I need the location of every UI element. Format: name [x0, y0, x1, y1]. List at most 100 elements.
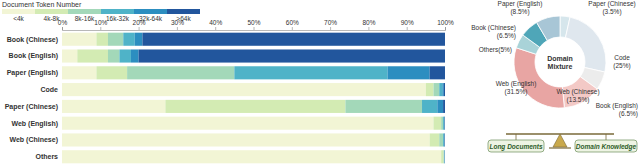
- bar-segment: [234, 66, 387, 79]
- slice-name: Book (English): [596, 102, 638, 110]
- bar-segment: [437, 100, 443, 113]
- legend-swatch: [101, 9, 134, 14]
- bar-segment: [426, 83, 434, 96]
- bar-segment: [165, 100, 345, 113]
- category-label: Others: [35, 153, 58, 160]
- bar-segment: [62, 133, 430, 146]
- axis-domain: [63, 27, 446, 31]
- chart: Document Token Number<4k4k-8k8k-16k16k-3…: [0, 0, 640, 167]
- tick: 90%: [401, 19, 414, 30]
- bar-segment: [62, 150, 441, 163]
- slice-label: Paper (English)(8.5%): [498, 0, 543, 16]
- slice-value: (8.5%): [510, 8, 529, 16]
- bar-segment: [442, 83, 444, 96]
- legend-swatch: [68, 9, 101, 14]
- bar-segment: [96, 66, 127, 79]
- balance-string: [516, 134, 517, 140]
- balance-string: [606, 134, 607, 140]
- tick-label: 40%: [209, 19, 222, 26]
- tick: 60%: [286, 19, 299, 30]
- tick-label: 50%: [247, 19, 260, 26]
- category-label: Web (English): [11, 120, 58, 128]
- bar-segment: [430, 66, 445, 79]
- y-axis: Book (Chinese) Book (English) Paper (Engli…: [5, 36, 58, 161]
- donut: DomainMixture: [514, 16, 606, 108]
- tick-label: 0%: [58, 19, 68, 26]
- bar-segment: [441, 150, 443, 163]
- slice-label: Paper (Chinese)(3.5%): [588, 0, 635, 16]
- legend-swatch: [167, 9, 200, 14]
- bar-segment: [444, 133, 445, 146]
- category-label: Paper (English): [7, 69, 58, 77]
- bar-segment: [62, 100, 165, 113]
- slice-value: (3.5%): [602, 8, 621, 16]
- slice-name: Paper (English): [498, 0, 543, 8]
- bar-segment: [439, 133, 443, 146]
- slice-value: (6.5%): [619, 110, 638, 118]
- slice-name: Others: [479, 46, 499, 53]
- annotation: Long Documents: [489, 143, 542, 151]
- tick: 20%: [133, 19, 146, 30]
- bar-segment: [430, 133, 440, 146]
- bar-segment: [345, 100, 422, 113]
- bar-segment: [62, 49, 77, 62]
- category-label: Book (English): [9, 52, 58, 60]
- bar-segment: [434, 83, 440, 96]
- slice-value: (31.5%): [505, 88, 528, 96]
- bar-segment: [443, 150, 445, 163]
- tick: 70%: [324, 19, 337, 30]
- category-label: Code: [41, 86, 59, 93]
- bar-segment: [135, 33, 143, 46]
- slice-name: Paper (Chinese): [588, 0, 635, 8]
- slice-label: Web (English)(31.5%): [496, 80, 537, 96]
- slice-name: Book (Chinese): [471, 24, 516, 32]
- tick-mark: [215, 27, 216, 30]
- tick: 0%: [58, 19, 68, 30]
- slice-name: Web (English): [496, 80, 537, 88]
- tick-mark: [445, 27, 446, 30]
- bar-segment: [131, 49, 139, 62]
- slice-name: Code: [614, 54, 630, 61]
- balance: Long Documents Domain Knowledge: [488, 134, 637, 152]
- bar-segment: [444, 150, 445, 163]
- bar-segment: [96, 33, 107, 46]
- slice-label: Book (Chinese)(6.5%): [471, 24, 516, 40]
- tick-label: 70%: [324, 19, 337, 26]
- slice-value: (5%): [498, 46, 512, 54]
- legend-swatch: [35, 9, 68, 14]
- bar-segment: [444, 117, 445, 130]
- slice-labels: Paper (Chinese)(3.5%)Code(25%)Book (Engl…: [471, 0, 638, 118]
- annotation-box: [575, 140, 637, 152]
- annotation: Domain Knowledge: [576, 143, 637, 151]
- tick: 50%: [247, 19, 260, 30]
- bar-segment: [108, 49, 119, 62]
- tick-label: 90%: [401, 19, 414, 26]
- bar-segment: [62, 33, 96, 46]
- balance-fulcrum: [553, 134, 567, 147]
- tick-label: 30%: [171, 19, 184, 26]
- tick-label: 100%: [437, 19, 454, 26]
- tick: 80%: [362, 19, 375, 30]
- balance-base: [549, 147, 571, 148]
- bar-segment: [443, 100, 445, 113]
- bar-segment: [127, 66, 234, 79]
- tick-label: 60%: [286, 19, 299, 26]
- tick-mark: [368, 27, 369, 30]
- slice-value: (13.5%): [567, 96, 590, 104]
- legend-swatch: [134, 9, 167, 14]
- bar-segment: [77, 49, 108, 62]
- tick: 30%: [171, 19, 184, 30]
- tick-mark: [139, 27, 140, 30]
- bar-segment: [439, 83, 442, 96]
- tick-label: 80%: [362, 19, 375, 26]
- tick-mark: [177, 27, 178, 30]
- bar-segment: [444, 133, 445, 146]
- bar-segment: [139, 49, 445, 62]
- legend-label: 8k-16k: [75, 15, 95, 22]
- tick-mark: [292, 27, 293, 30]
- bar-segment: [434, 117, 442, 130]
- category-label: Book (Chinese): [7, 36, 58, 44]
- bar-segment: [443, 133, 444, 146]
- donut-slice: [537, 16, 560, 40]
- tick-label: 10%: [94, 19, 107, 26]
